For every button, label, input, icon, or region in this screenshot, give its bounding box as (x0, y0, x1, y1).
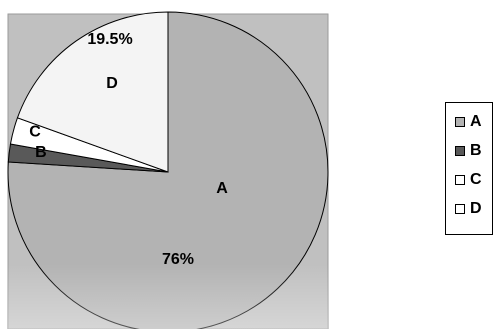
legend-item-c: C (455, 167, 492, 192)
legend-label-d: D (470, 199, 482, 217)
legend-swatch-b (455, 145, 465, 156)
legend-label-b: B (470, 141, 482, 159)
slice-label-c: C (29, 124, 41, 141)
legend-swatch-c (455, 174, 465, 185)
legend-label-a: A (470, 112, 482, 130)
slice-label-d: D (106, 75, 118, 92)
data-label-d: 19.5% (87, 31, 132, 48)
legend-swatch-a (455, 116, 465, 127)
plot-shading (8, 264, 328, 329)
data-label-a: 76% (162, 251, 194, 268)
legend-item-a: A (455, 109, 492, 134)
slice-label-b: B (35, 144, 47, 161)
legend-item-b: B (455, 138, 492, 163)
legend-item-d: D (455, 196, 492, 221)
legend-swatch-d (455, 203, 465, 214)
pie-slice-d (16, 11, 169, 173)
slice-label-a: A (216, 180, 228, 197)
legend-label-c: C (470, 170, 482, 188)
legend: A B C D (445, 102, 493, 235)
